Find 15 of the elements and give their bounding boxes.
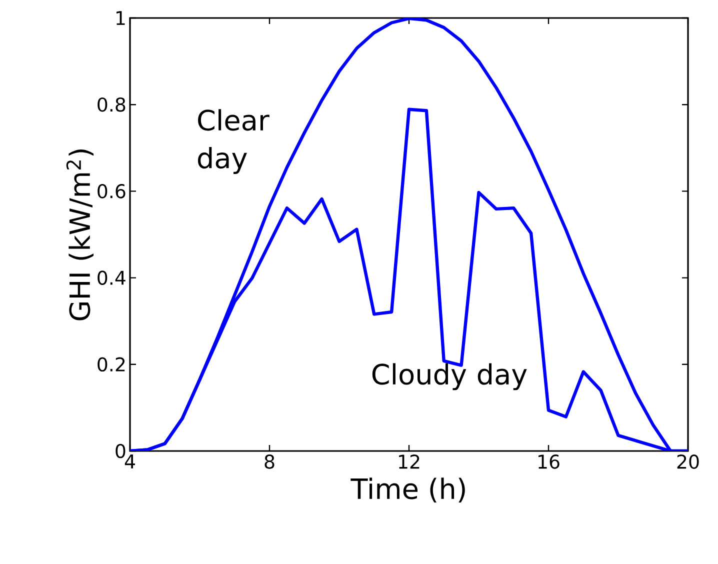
- y-tick-label: 0.2: [98, 357, 125, 372]
- x-tick-label: 4: [124, 454, 135, 468]
- series-label: Cloudy day: [372, 363, 527, 390]
- y-tick-label: 0: [116, 444, 126, 458]
- x-axis-title: Time (h): [350, 478, 465, 503]
- y-tick-label: 0.6: [98, 184, 126, 198]
- x-tick-label: 8: [264, 454, 274, 469]
- y-tick-label: 0.8: [98, 97, 126, 112]
- series-label: Clear day: [198, 109, 270, 174]
- y-axis-title: GHI (kW/m$^{2}$): [66, 150, 94, 320]
- x-tick-label: 16: [538, 454, 560, 469]
- y-tick-label: 0.4: [98, 270, 126, 285]
- y-tick-label: 1: [116, 11, 125, 25]
- x-tick-label: 12: [399, 454, 420, 469]
- x-tick-label: 20: [677, 454, 699, 469]
